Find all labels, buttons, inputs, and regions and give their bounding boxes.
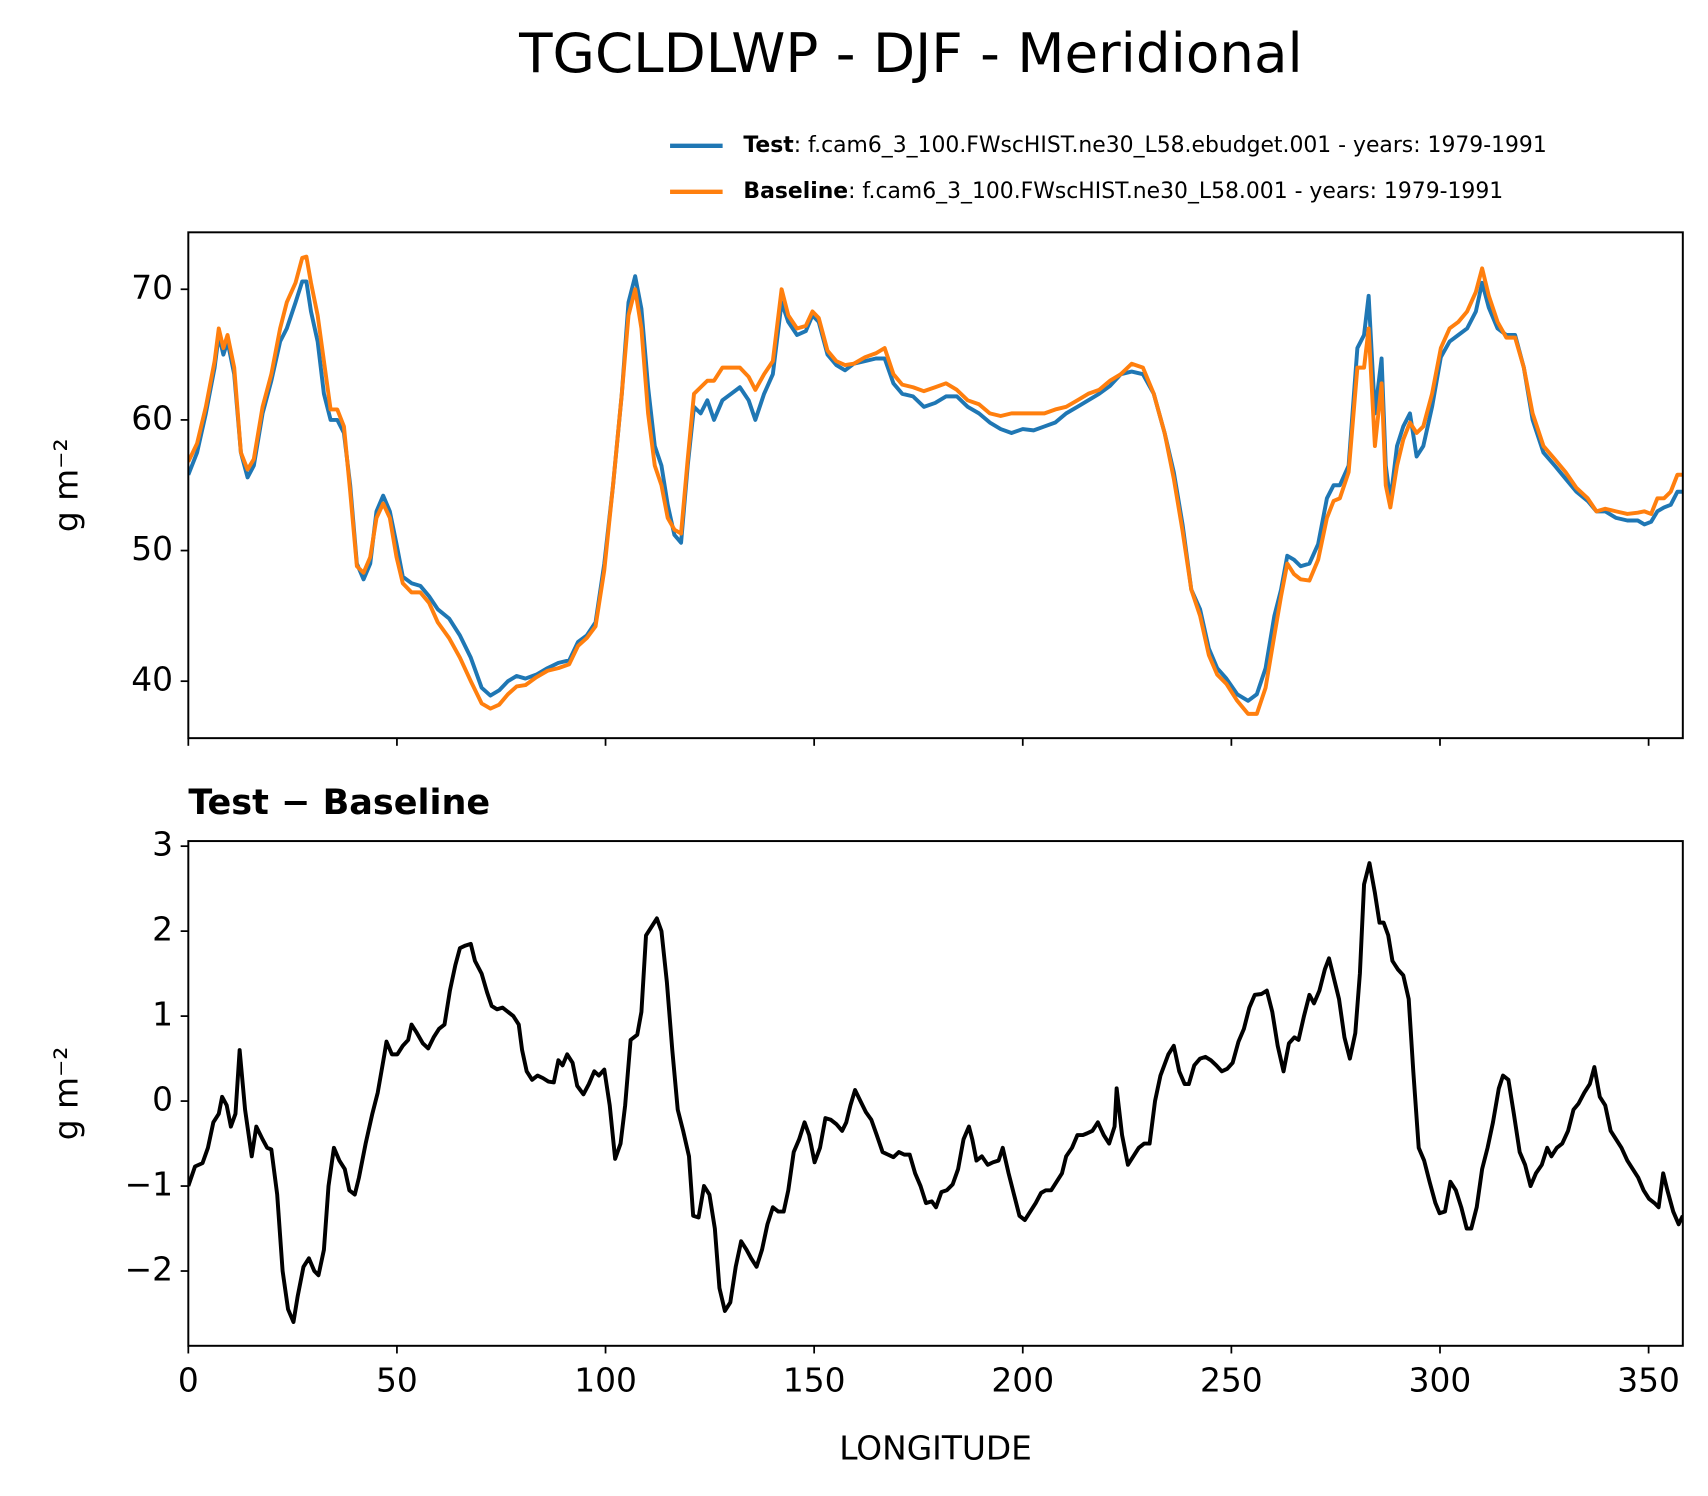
y-axis-label: g m⁻²: [47, 1047, 85, 1141]
legend-name: Test: [743, 133, 793, 158]
x-tick-label: 250: [1200, 1361, 1263, 1399]
x-tick-label: 200: [991, 1361, 1054, 1399]
data-line: [188, 274, 1683, 703]
x-tick-label: 300: [1409, 1361, 1472, 1399]
legend-label: : f.cam6_3_100.FWscHIST.ne30_L58.ebudget…: [794, 133, 1547, 158]
y-tick-label: 60: [131, 399, 173, 437]
legend-entry: Baseline: f.cam6_3_100.FWscHIST.ne30_L58…: [743, 179, 1503, 204]
plot-area: [188, 254, 1683, 716]
y-tick-label: 50: [131, 530, 173, 568]
y-tick-label: 2: [152, 911, 173, 949]
x-tick-label: 50: [376, 1361, 418, 1399]
y-axis-label: g m⁻²: [47, 438, 85, 532]
figure-title: TGCLDLWP - DJF - Meridional: [518, 21, 1303, 85]
y-tick-label: −2: [125, 1251, 173, 1289]
data-line: [188, 861, 1683, 1324]
legend-entry: Test: f.cam6_3_100.FWscHIST.ne30_L58.ebu…: [743, 133, 1546, 158]
x-axis-label: LONGITUDE: [839, 1429, 1032, 1467]
x-tick-label: 150: [783, 1361, 846, 1399]
x-tick-label: 350: [1617, 1361, 1680, 1399]
axes-frame: [187, 840, 1684, 1347]
y-tick-label: 1: [152, 996, 173, 1034]
y-tick-label: 0: [152, 1081, 173, 1119]
y-tick-label: 70: [131, 269, 173, 307]
x-tick-label: 100: [574, 1361, 637, 1399]
axes-frame: [187, 231, 1684, 740]
x-tick-label: 0: [178, 1361, 199, 1399]
y-tick-label: 3: [152, 826, 173, 864]
legend-name: Baseline: [743, 179, 848, 204]
y-tick-label: 40: [131, 661, 173, 699]
legend-label: : f.cam6_3_100.FWscHIST.ne30_L58.001 - y…: [848, 179, 1503, 204]
data-line: [188, 254, 1683, 716]
y-tick-label: −1: [125, 1166, 173, 1204]
plot-area: [188, 861, 1683, 1324]
subplot-title: Test − Baseline: [188, 782, 490, 823]
